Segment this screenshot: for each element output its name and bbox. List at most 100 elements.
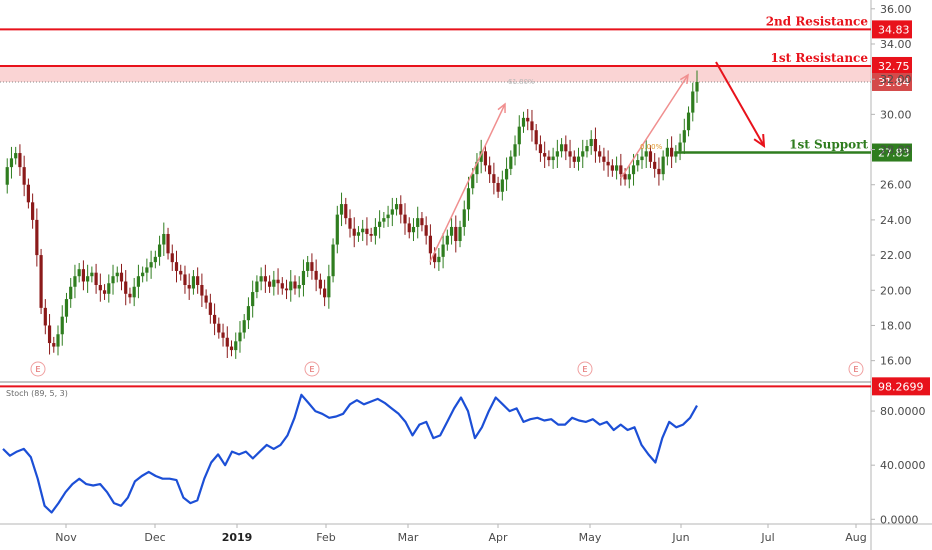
candle-body[interactable] [555, 151, 559, 157]
candle-body[interactable] [166, 233, 170, 254]
candle-body[interactable] [119, 272, 124, 282]
candle-body[interactable] [428, 235, 433, 254]
candle-body[interactable] [691, 91, 695, 113]
candle-body[interactable] [361, 228, 365, 233]
candle-body[interactable] [433, 253, 437, 263]
candle-body[interactable] [52, 343, 56, 347]
candle-body[interactable] [526, 117, 530, 122]
candle-body[interactable] [682, 130, 686, 143]
candle-body[interactable] [479, 151, 483, 162]
candle-body[interactable] [424, 225, 428, 236]
candle-body[interactable] [191, 276, 196, 289]
candle-body[interactable] [420, 218, 424, 226]
candle-body[interactable] [183, 274, 187, 285]
candle-body[interactable] [221, 332, 225, 338]
candle-body[interactable] [225, 337, 229, 347]
candle-body[interactable] [483, 151, 488, 166]
earnings-marker[interactable] [848, 361, 864, 377]
candle-body[interactable] [564, 144, 568, 152]
candle-body[interactable] [263, 276, 267, 282]
candle-body[interactable] [466, 188, 471, 210]
candle-body[interactable] [623, 174, 627, 180]
candle-body[interactable] [310, 262, 314, 271]
candle-body[interactable] [394, 204, 399, 210]
candle-body[interactable] [259, 276, 263, 282]
candle-body[interactable] [289, 281, 293, 291]
candle-body[interactable] [644, 151, 648, 157]
trend-arrow-2[interactable] [620, 74, 689, 179]
candle-body[interactable] [547, 156, 551, 161]
candle-body[interactable] [500, 179, 504, 192]
candle-body[interactable] [670, 147, 674, 157]
candle-body[interactable] [640, 156, 644, 161]
chart-drawings[interactable] [429, 61, 766, 263]
candle-body[interactable] [200, 285, 204, 296]
candle-body[interactable] [365, 228, 369, 234]
candle-body[interactable] [661, 156, 665, 175]
candle-body[interactable] [437, 256, 441, 263]
candle-body[interactable] [665, 147, 669, 157]
candle-body[interactable] [653, 161, 657, 169]
candle-body[interactable] [18, 153, 22, 168]
candle-body[interactable] [208, 302, 212, 315]
candle-body[interactable] [581, 151, 585, 157]
candle-body[interactable] [293, 281, 297, 289]
candle-body[interactable] [98, 285, 102, 291]
candle-body[interactable] [280, 283, 284, 289]
candle-body[interactable] [686, 112, 691, 131]
candle-body[interactable] [534, 130, 538, 145]
candle-body[interactable] [64, 299, 69, 317]
candle-body[interactable] [598, 151, 602, 157]
candle-body[interactable] [593, 138, 598, 152]
candle-body[interactable] [610, 165, 614, 171]
candle-body[interactable] [102, 290, 107, 294]
candle-body[interactable] [509, 156, 513, 169]
oscillator-axis[interactable]: 80.0000 40.0000 0.0000 [871, 405, 926, 526]
candle-body[interactable] [124, 281, 128, 294]
candle-body[interactable] [272, 279, 276, 287]
candle-body[interactable] [60, 316, 64, 335]
candle-body[interactable] [614, 165, 619, 171]
candle-body[interactable] [471, 174, 475, 189]
candle-body[interactable] [35, 219, 39, 256]
candle-body[interactable] [9, 158, 14, 168]
candle-body[interactable] [521, 117, 526, 127]
candle-body[interactable] [276, 279, 280, 284]
candle-body[interactable] [145, 267, 149, 273]
candle-body[interactable] [297, 285, 301, 289]
candle-body[interactable] [39, 255, 43, 308]
candle-body[interactable] [22, 167, 26, 185]
forecast-arrow[interactable] [715, 61, 765, 147]
candle-body[interactable] [31, 202, 35, 220]
candle-body[interactable] [331, 244, 335, 277]
candle-body[interactable] [386, 214, 390, 219]
candle-body[interactable] [462, 209, 466, 227]
candle-body[interactable] [255, 281, 259, 293]
candle-body[interactable] [234, 341, 238, 351]
candle-body[interactable] [568, 151, 572, 157]
candle-body[interactable] [246, 306, 251, 321]
candle-body[interactable] [212, 314, 217, 324]
candle-body[interactable] [449, 226, 454, 236]
candle-body[interactable] [149, 262, 153, 268]
candle-body[interactable] [174, 262, 179, 271]
candle-body[interactable] [475, 161, 479, 175]
candle-body[interactable] [238, 332, 242, 342]
candle-body[interactable] [576, 156, 581, 162]
candle-body[interactable] [352, 228, 356, 236]
candle-body[interactable] [382, 218, 386, 222]
candle-body[interactable] [90, 272, 94, 277]
candle-body[interactable] [162, 233, 166, 245]
candle-body[interactable] [589, 138, 593, 147]
candle-body[interactable] [284, 288, 289, 291]
candle-body[interactable] [492, 174, 496, 183]
candle-body[interactable] [94, 272, 98, 285]
candle-body[interactable] [344, 204, 348, 219]
candle-body[interactable] [179, 270, 183, 275]
candle-body[interactable] [648, 151, 653, 162]
resistance-zone[interactable] [0, 65, 871, 82]
candle-body[interactable] [504, 168, 509, 180]
candle-body[interactable] [217, 323, 221, 333]
candle-body[interactable] [153, 256, 157, 263]
